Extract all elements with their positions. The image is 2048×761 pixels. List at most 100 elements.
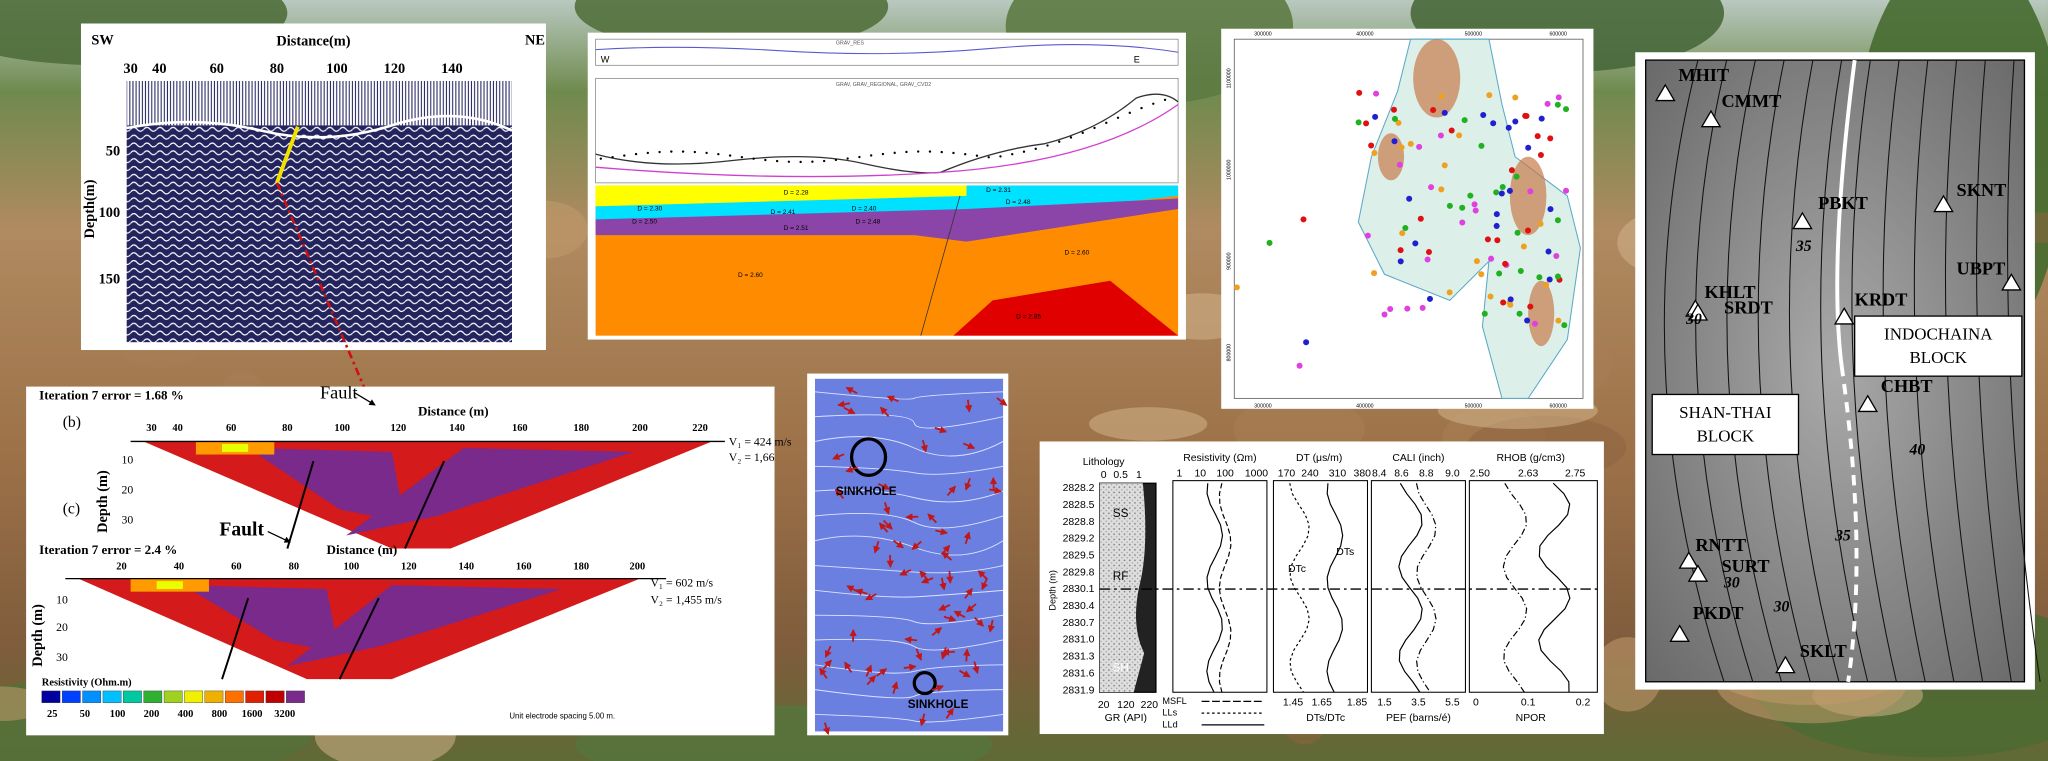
gravity-point xyxy=(1034,147,1037,151)
station-label: KRDT xyxy=(1855,290,1908,310)
track-frame xyxy=(1172,480,1268,693)
gravity-point xyxy=(1046,144,1049,147)
scale-label: 220 xyxy=(1141,700,1159,711)
event-dot xyxy=(1467,192,1474,199)
scale-label: 120 xyxy=(1117,700,1135,711)
gravity-point xyxy=(928,150,932,153)
legend-swatch xyxy=(82,690,102,703)
flow-arrow xyxy=(946,570,954,584)
label: E xyxy=(1134,55,1140,65)
contour xyxy=(1788,59,1840,682)
gravity-point xyxy=(881,152,885,156)
event-dot xyxy=(1368,142,1375,149)
curve-label: DTc xyxy=(1288,564,1306,575)
seismic-section xyxy=(126,125,512,343)
event-dot xyxy=(1390,106,1397,113)
label: Resistivity (Ohm.m) xyxy=(42,678,132,689)
event-dot xyxy=(1490,120,1497,127)
event-dot xyxy=(1514,229,1521,236)
x-tick-label: 80 xyxy=(282,423,292,434)
event-dot xyxy=(1438,186,1445,193)
seismic-header xyxy=(126,80,512,126)
legend-label: MSFL xyxy=(1162,696,1186,706)
legend-swatch xyxy=(184,690,203,703)
flow-arrow xyxy=(845,386,858,395)
x-tick-label: 500000 xyxy=(1465,404,1483,410)
block-box xyxy=(1854,315,2023,377)
suture-dashed xyxy=(1839,365,1859,683)
gravity-point xyxy=(740,155,744,159)
event-dot xyxy=(1487,293,1494,300)
gravity-point xyxy=(999,155,1002,158)
station-marker xyxy=(1833,306,1855,325)
event-dot xyxy=(1459,204,1466,211)
gravity-point xyxy=(1105,121,1108,125)
label: Depth(m) xyxy=(82,179,98,238)
contour xyxy=(814,713,1004,723)
legend-label: 3200 xyxy=(274,709,295,720)
flow-arrow xyxy=(864,593,877,601)
station-label: PBKT xyxy=(1818,193,1868,213)
flow-arrow xyxy=(877,482,891,490)
legend-swatch xyxy=(245,690,265,703)
gravity-point xyxy=(634,152,638,156)
flow-arrow xyxy=(919,713,927,727)
event-dot xyxy=(1527,303,1534,310)
scale-label: 0.5 xyxy=(1113,470,1128,481)
contour-label: 40 xyxy=(1909,442,1926,459)
label: Depth (m) xyxy=(1047,570,1057,611)
lithology-label: RF xyxy=(1113,570,1129,583)
arrow xyxy=(267,530,291,543)
event-dot xyxy=(1417,215,1424,222)
block-label: BLOCK xyxy=(1909,348,1967,367)
land xyxy=(1357,38,1581,399)
contour xyxy=(814,414,1004,429)
event-dot xyxy=(1506,187,1513,194)
label: GR (API) xyxy=(1105,713,1147,724)
contour-label: 35 xyxy=(1795,238,1812,255)
depth-label: 2831.0 xyxy=(1063,635,1095,646)
event-dot xyxy=(1428,184,1435,191)
event-dot xyxy=(1303,339,1310,346)
flow-arrow xyxy=(996,397,1008,406)
event-dot xyxy=(1527,188,1534,195)
label: NPOR xyxy=(1516,713,1547,724)
density-label: D = 2.48 xyxy=(1006,199,1031,206)
x-tick-label: 40 xyxy=(152,61,166,77)
event-dot xyxy=(1525,144,1532,151)
label: GRAV, GRAV_REGIONAL, GRAV_CVD2 xyxy=(836,82,931,88)
event-dot xyxy=(1561,322,1568,329)
contour xyxy=(814,513,1004,529)
fault-line xyxy=(403,460,445,549)
sinkhole-label: SINKHOLE xyxy=(908,698,969,711)
flow-arrow xyxy=(845,465,858,473)
x-tick-label: 220 xyxy=(692,423,708,434)
contour xyxy=(814,689,1004,699)
station-marker xyxy=(1792,211,1813,230)
event-dot xyxy=(1461,117,1468,124)
density-label: D = 2.51 xyxy=(784,225,809,232)
flow-arrow xyxy=(964,399,973,413)
highland xyxy=(1528,280,1555,347)
rock xyxy=(1089,407,1208,441)
event-dot xyxy=(1419,304,1426,311)
event-dot xyxy=(1395,119,1402,126)
model-fault xyxy=(920,195,961,336)
flow-arrow xyxy=(939,577,947,591)
contour xyxy=(815,614,1004,625)
label: SW xyxy=(91,32,114,48)
event-dot xyxy=(1555,94,1562,101)
label: Iteration 7 error = 2.4 % xyxy=(39,542,177,557)
log-curve xyxy=(1326,483,1344,693)
station-marker xyxy=(2001,272,2022,291)
event-dot xyxy=(1456,132,1463,139)
high-zone xyxy=(346,447,634,536)
station-marker xyxy=(1687,564,1709,582)
gravity-point xyxy=(599,157,602,160)
event-dot xyxy=(1371,150,1378,157)
y-tick-label: 20 xyxy=(121,484,133,497)
gravity-point xyxy=(623,154,626,157)
flow-arrow xyxy=(981,577,989,591)
gravity-point xyxy=(1128,111,1131,114)
label: GRAV_RES xyxy=(836,40,865,46)
